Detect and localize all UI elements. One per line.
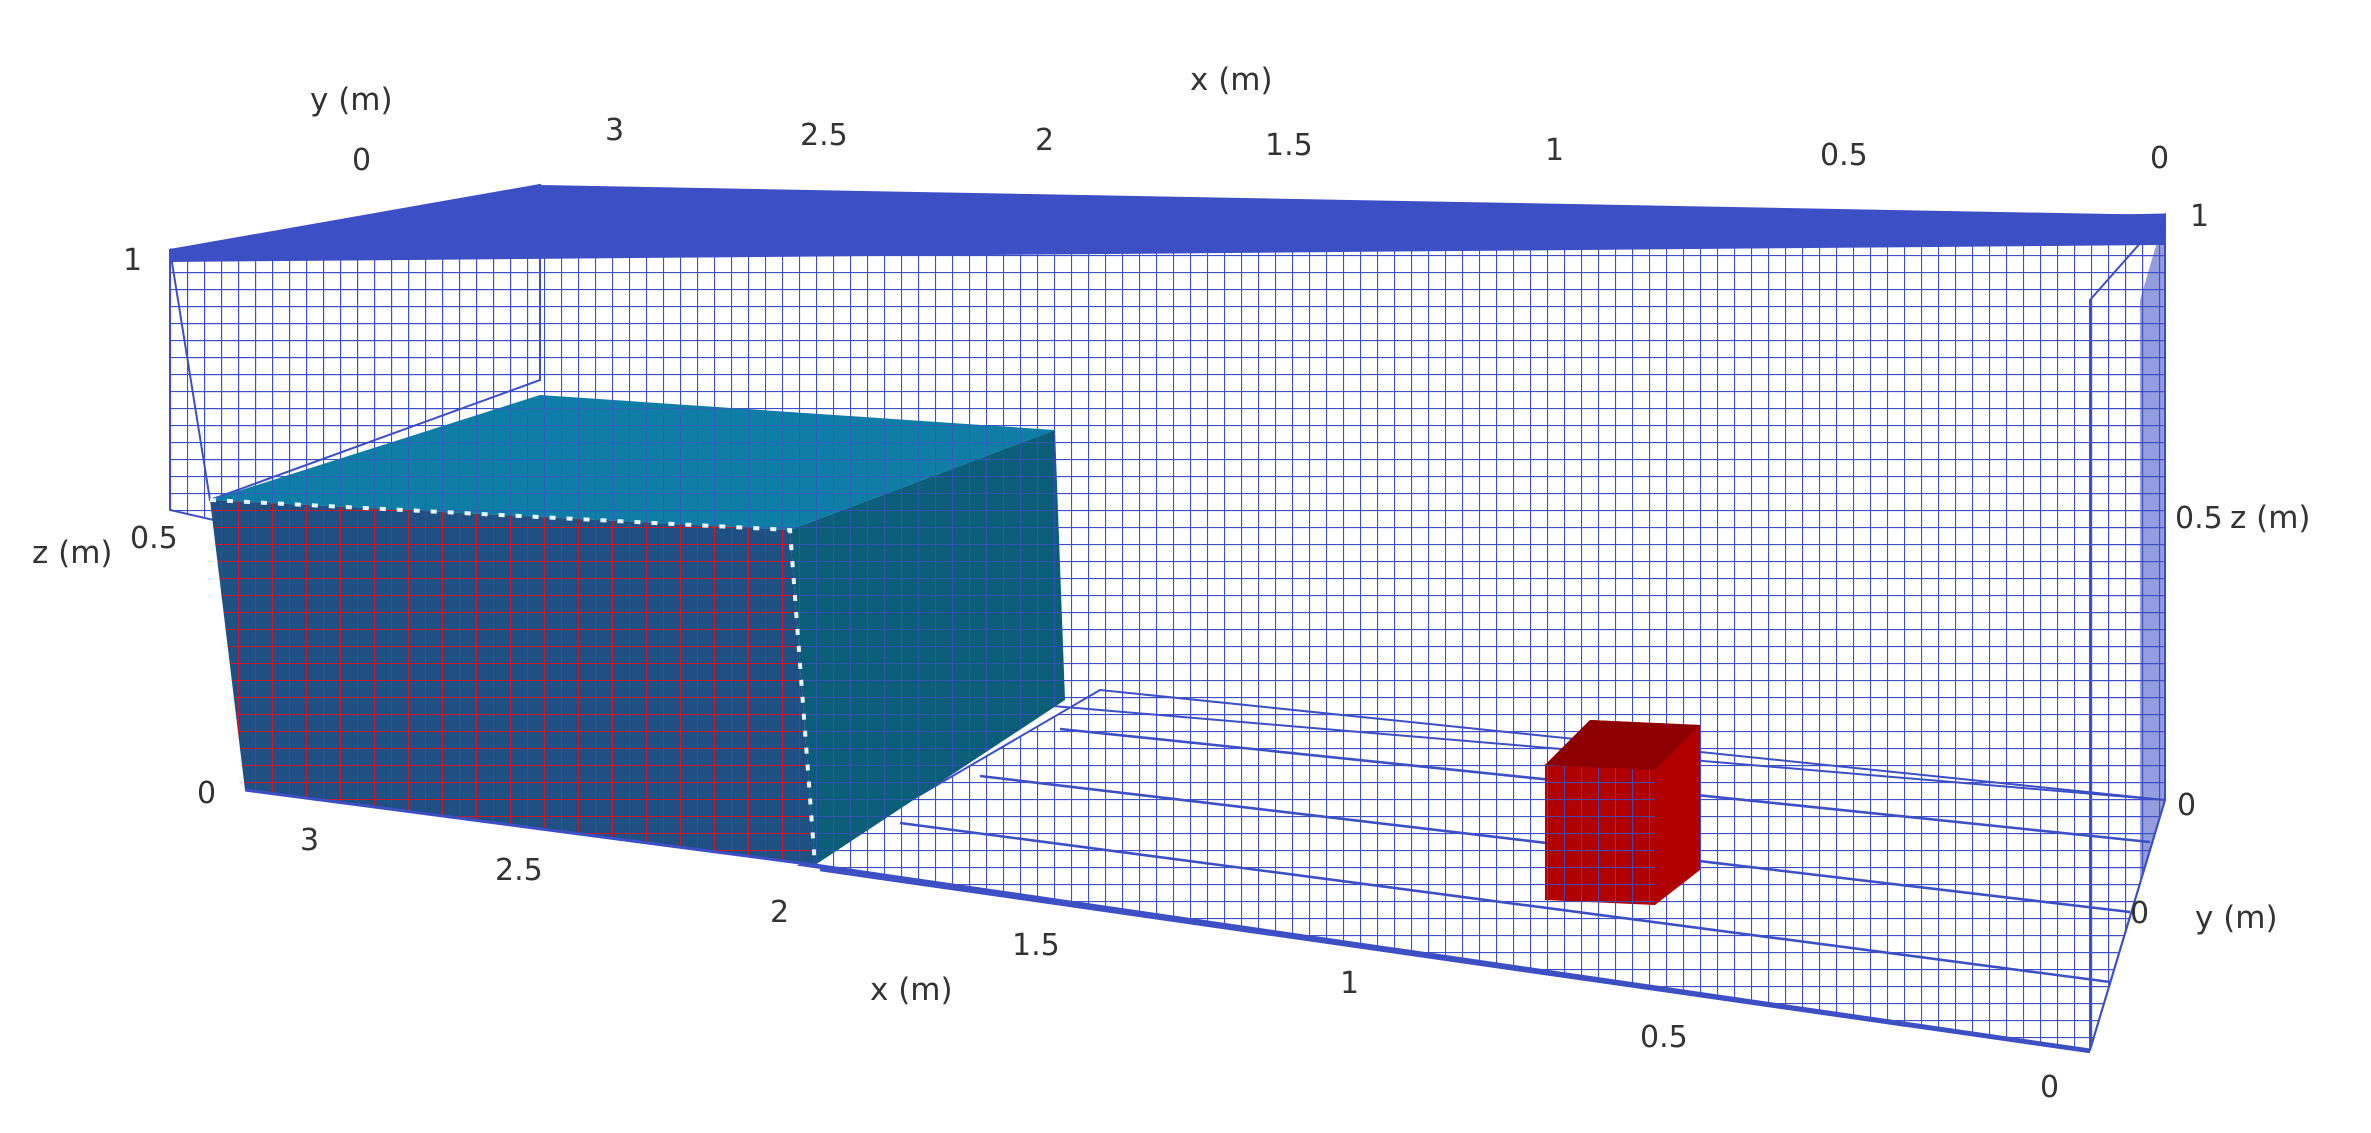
z-tick-right: 0.5 — [2175, 501, 2223, 536]
domain-floor-mesh — [797, 688, 2167, 1054]
x-axis-title-top: x (m) — [1190, 62, 1273, 98]
y-axis-title-bottom: y (m) — [2195, 900, 2278, 936]
z-tick-left: 1 — [123, 243, 142, 278]
x-tick-bottom: 0.5 — [1640, 1020, 1688, 1055]
domain-right-wall — [2089, 212, 2166, 1051]
water-column-top-mesh — [210, 395, 1055, 530]
x-tick-top: 1.5 — [1265, 128, 1313, 163]
z-ticks-right: 0 0.5 1 — [2175, 199, 2223, 823]
x-tick-bottom: 0 — [2040, 1070, 2059, 1105]
y-tick-top: 0 — [352, 143, 371, 178]
obstacle-box — [1545, 720, 1700, 905]
z-tick-left: 0 — [197, 776, 216, 811]
x-ticks-top: 3 2.5 2 1.5 1 0.5 0 0 — [352, 113, 2169, 178]
z-tick-right: 1 — [2190, 199, 2209, 234]
y-axis-title-top: y (m) — [310, 82, 393, 118]
x-tick-bottom: 1 — [1340, 966, 1359, 1001]
x-tick-top: 3 — [605, 113, 624, 148]
axes-lines — [169, 213, 2166, 1052]
water-column-front-mesh — [210, 500, 815, 865]
x-tick-top: 2.5 — [800, 118, 848, 153]
floor-grid-line — [819, 868, 2091, 1054]
z-tick-left: 0.5 — [130, 521, 178, 556]
z-ticks-left: 0 0.5 1 — [123, 243, 216, 811]
z-tick-right: 0 — [2177, 788, 2196, 823]
x-tick-top: 0 — [2150, 141, 2169, 176]
water-column — [209, 395, 1065, 866]
z-axis-title-left: z (m) — [32, 535, 113, 571]
x-tick-top: 0.5 — [1820, 138, 1868, 173]
x-tick-bottom: 3 — [300, 823, 319, 858]
x-tick-bottom: 2.5 — [495, 853, 543, 888]
z-axis-title-right: z (m) — [2230, 500, 2311, 536]
x-tick-bottom: 1.5 — [1012, 928, 1060, 963]
x-tick-top: 1 — [1545, 133, 1564, 168]
water-column-side-mesh — [790, 430, 1065, 865]
x-tick-top: 2 — [1035, 123, 1054, 158]
x-tick-bottom: 2 — [770, 895, 789, 930]
floor-grid-line — [899, 821, 2111, 984]
y-tick-bottom: 0 — [2130, 896, 2149, 931]
x-ticks-bottom: 3 2.5 2 1.5 1 0.5 0 0 — [300, 823, 2149, 1105]
x-axis-title-bottom: x (m) — [870, 972, 953, 1008]
water-column-edge — [209, 498, 817, 866]
